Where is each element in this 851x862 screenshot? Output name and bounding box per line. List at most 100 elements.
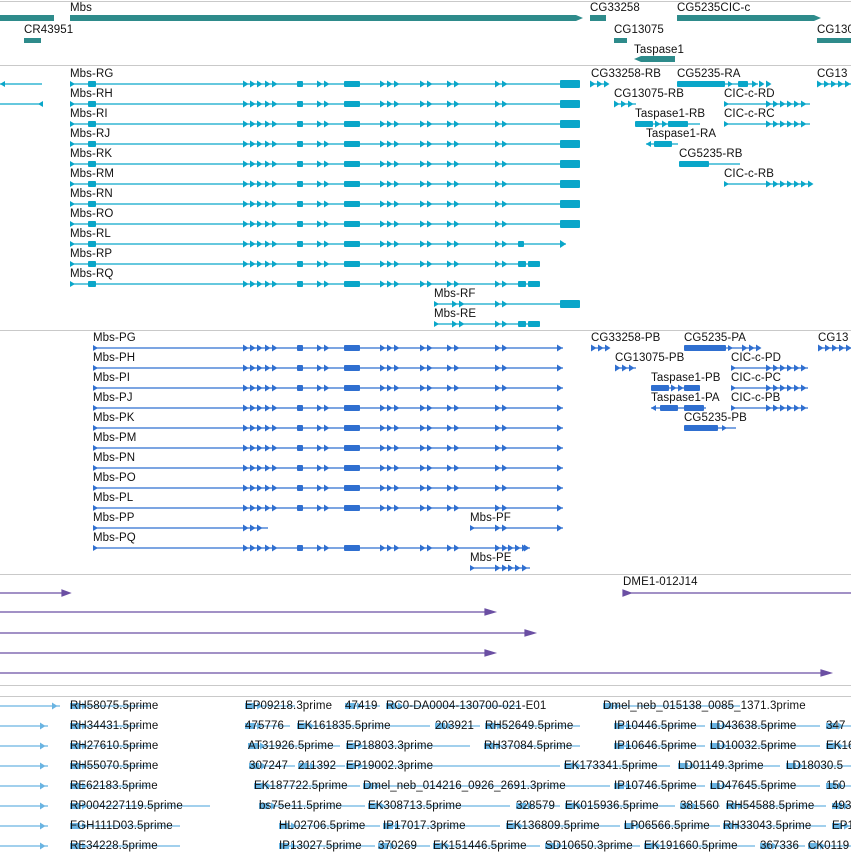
est-feature[interactable] [279, 822, 380, 830]
exon[interactable] [344, 425, 360, 431]
est-label[interactable]: RH54588.5prime [726, 800, 815, 812]
protein-label[interactable]: Mbs-PO [93, 472, 136, 484]
transcript-label[interactable]: CIC-c-RC [724, 108, 775, 120]
est-label[interactable]: EP09218.3prime [245, 700, 333, 712]
est-label[interactable]: EK161835.5prime [297, 720, 391, 732]
exon[interactable] [344, 465, 360, 471]
exon[interactable] [297, 505, 303, 511]
gene-label[interactable]: CG33258 [590, 2, 640, 14]
exon[interactable] [660, 405, 678, 411]
exon[interactable] [684, 405, 704, 411]
exon[interactable] [297, 221, 303, 227]
est-feature[interactable] [710, 742, 820, 750]
exon[interactable] [560, 300, 580, 308]
exon[interactable] [651, 385, 669, 391]
exon[interactable] [88, 241, 96, 247]
est-label[interactable]: bs75e11.5prime [259, 800, 343, 812]
exon[interactable] [344, 281, 360, 287]
est-label[interactable]: RH55070.5prime [70, 760, 159, 772]
est-feature[interactable] [70, 722, 140, 730]
est-label[interactable]: FGH111D03.5prime [70, 820, 173, 832]
est-feature[interactable] [545, 842, 640, 850]
est-feature[interactable] [70, 802, 210, 810]
est-feature[interactable] [516, 802, 560, 810]
protein-label[interactable]: CIC-c-PC [731, 372, 781, 384]
est-label[interactable]: 347 [826, 720, 846, 732]
protein-model[interactable] [93, 464, 563, 472]
protein-model[interactable] [93, 484, 563, 492]
protein-label[interactable]: Taspase1-PB [651, 372, 721, 384]
est-feature[interactable] [726, 802, 826, 810]
transcript-label[interactable]: CG5235-RA [677, 68, 741, 80]
est-feature[interactable] [368, 802, 510, 810]
est-label[interactable]: RH52649.5prime [485, 720, 574, 732]
est-feature[interactable] [386, 702, 520, 710]
est-label[interactable]: IP10446.5prime [614, 720, 697, 732]
exon[interactable] [528, 321, 540, 327]
est-feature[interactable] [723, 822, 826, 830]
est-feature[interactable] [259, 802, 365, 810]
exon[interactable] [297, 405, 303, 411]
transcript-label[interactable]: Mbs-RN [70, 188, 113, 200]
cg33258-gene-feature[interactable] [590, 15, 606, 21]
exon[interactable] [344, 405, 360, 411]
est-feature[interactable] [808, 842, 851, 850]
protein-model[interactable] [93, 524, 268, 532]
est-feature[interactable] [826, 722, 851, 730]
est-feature[interactable] [245, 702, 295, 710]
exon[interactable] [88, 221, 96, 227]
est-label[interactable]: LD10032.5prime [710, 740, 797, 752]
est-feature[interactable] [0, 802, 48, 810]
est-feature[interactable] [70, 842, 180, 850]
exon[interactable] [297, 365, 303, 371]
gene-label[interactable]: CR43951 [24, 24, 74, 36]
est-label[interactable]: IP13027.5prime [279, 840, 362, 852]
exon[interactable] [297, 261, 303, 267]
exon[interactable] [297, 81, 303, 87]
protein-label[interactable]: CG5235-PA [684, 332, 747, 344]
exon[interactable] [668, 121, 688, 127]
est-label[interactable]: EK136809.5prime [506, 820, 600, 832]
exon[interactable] [297, 101, 303, 107]
protein-label[interactable]: Mbs-PH [93, 352, 136, 364]
est-label[interactable]: 47419 [345, 700, 378, 712]
est-label[interactable]: HL02706.5prime [279, 820, 366, 832]
gene-label[interactable]: Taspase1 [634, 44, 685, 56]
exon[interactable] [684, 345, 726, 351]
protein-label[interactable]: CG13 [818, 332, 849, 344]
est-label[interactable]: EK16 [826, 740, 851, 752]
est-label[interactable]: 370269 [378, 840, 417, 852]
transcript-label[interactable]: Mbs-RM [70, 168, 115, 180]
est-label[interactable]: RP004227119.5prime [70, 800, 183, 812]
exon[interactable] [635, 121, 653, 127]
exon[interactable] [518, 241, 524, 247]
cg13075-gene-feature[interactable] [614, 38, 627, 43]
protein-label[interactable]: CG33258-PB [591, 332, 661, 344]
exon[interactable] [88, 161, 96, 167]
est-label[interactable]: LD18030.5 [786, 760, 844, 772]
est-feature[interactable] [565, 802, 675, 810]
est-label[interactable]: IP10646.5prime [614, 740, 697, 752]
transcript-model[interactable] [70, 240, 566, 248]
exon[interactable] [344, 81, 360, 87]
exon[interactable] [297, 121, 303, 127]
protein-model[interactable] [93, 424, 563, 432]
est-feature[interactable] [0, 762, 48, 770]
transcript-label[interactable]: Mbs-RK [70, 148, 113, 160]
est-feature[interactable] [0, 702, 60, 710]
exon[interactable] [528, 261, 540, 267]
exon[interactable] [344, 181, 360, 187]
exon[interactable] [679, 161, 709, 167]
transcript-label[interactable]: Mbs-RE [434, 308, 477, 320]
exon[interactable] [654, 141, 672, 147]
est-label[interactable]: CK0119 [808, 840, 850, 852]
protein-label[interactable]: CG5235-PB [684, 412, 747, 424]
est-label[interactable]: EP18803.3prime [346, 740, 434, 752]
exon[interactable] [738, 81, 748, 87]
est-label[interactable]: EK187722.5prime [254, 780, 348, 792]
mbs-gene-feature[interactable] [70, 15, 576, 21]
est-feature[interactable] [346, 762, 560, 770]
est-label[interactable]: EK191660.5prime [644, 840, 738, 852]
cdna-label[interactable]: DME1-012J14 [623, 576, 698, 588]
est-label[interactable]: LD47645.5prime [710, 780, 797, 792]
